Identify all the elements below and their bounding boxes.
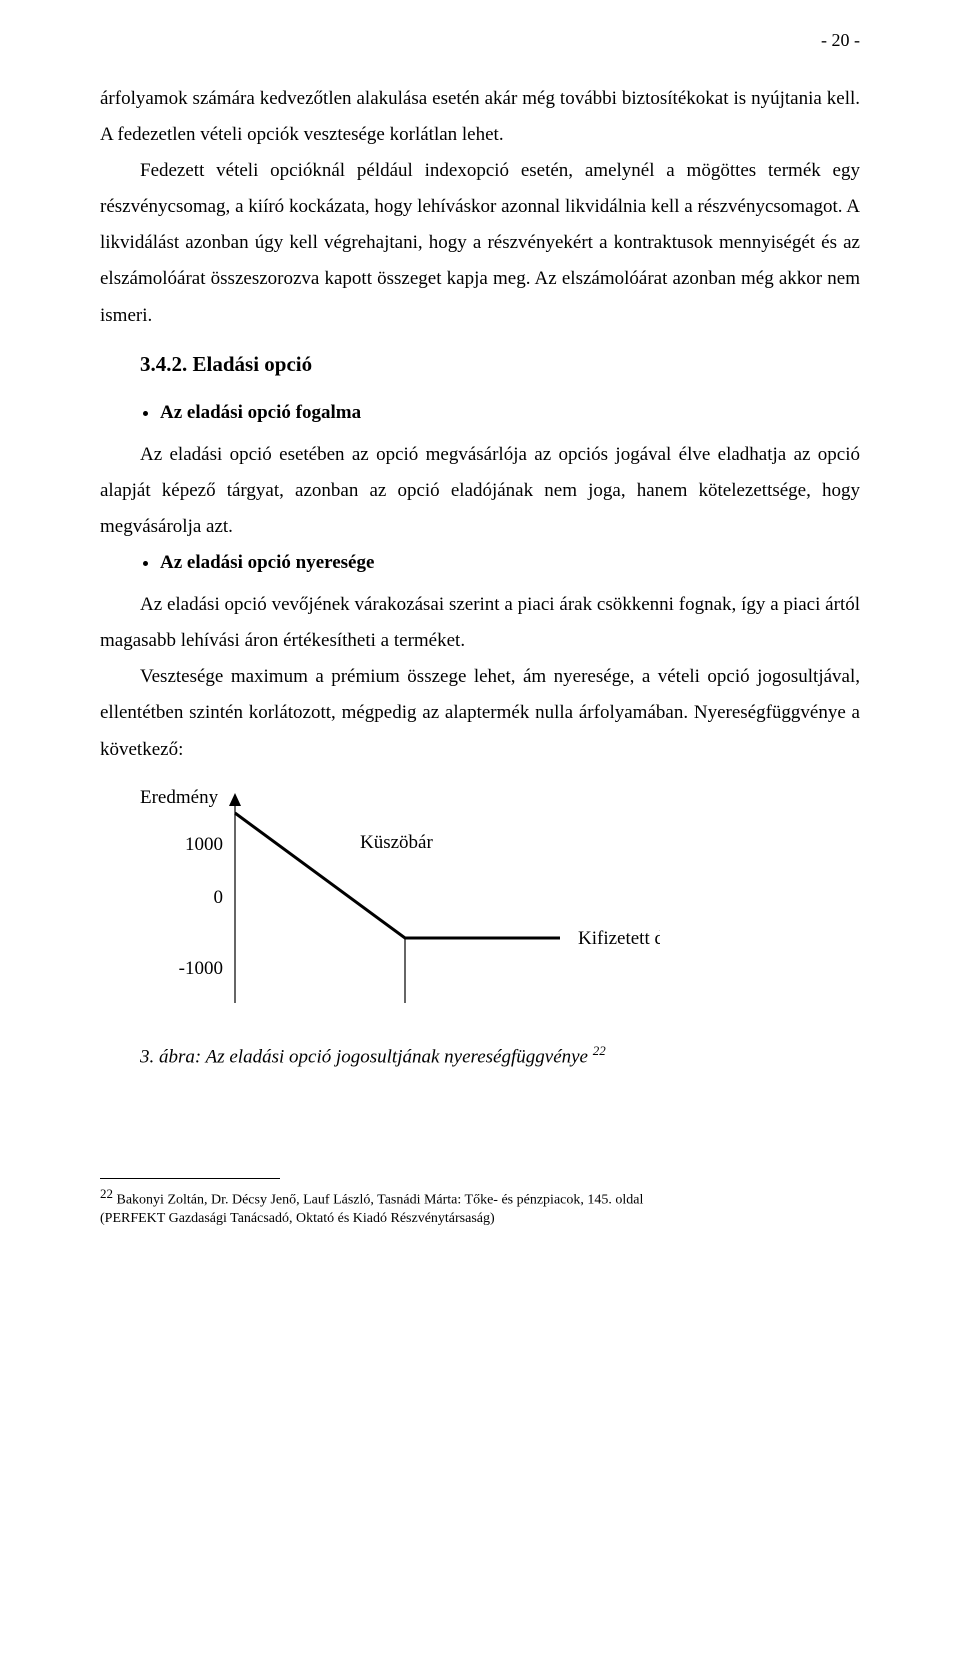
figure-caption: 3. ábra: Az eladási opció jogosultjának …: [140, 1043, 860, 1068]
paragraph-3: Az eladási opció esetében az opció megvá…: [100, 437, 860, 545]
page-number: - 20 -: [100, 30, 860, 51]
svg-text:1000: 1000: [185, 834, 223, 855]
svg-text:Eredmény: Eredmény: [140, 788, 219, 808]
footnote-text-line1: Bakonyi Zoltán, Dr. Décsy Jenő, Lauf Lás…: [113, 1193, 643, 1208]
payoff-chart-svg: Eredmény 1000 0 -1000 Küszöbár Kifizetett díj: [140, 788, 660, 1008]
paragraph-1: árfolyamok számára kedvezőtlen alakulása…: [100, 81, 860, 153]
bullet-profit: Az eladási opció nyeresége: [160, 545, 860, 581]
footnote-text-line2: (PERFEKT Gazdasági Tanácsadó, Oktató és …: [100, 1211, 495, 1226]
paragraph-5: Vesztesége maximum a prémium összege leh…: [100, 659, 860, 767]
payoff-chart: Eredmény 1000 0 -1000 Küszöbár Kifizetett díj: [140, 788, 860, 1013]
footnote-ref-num: 22: [100, 1186, 113, 1201]
section-heading: 3.4.2. Eladási opció: [140, 352, 860, 377]
svg-text:0: 0: [214, 887, 224, 908]
svg-text:Kifizetett díj: Kifizetett díj: [578, 928, 660, 949]
footnote-separator: [100, 1178, 280, 1179]
paragraph-4: Az eladási opció vevőjének várakozásai s…: [100, 587, 860, 659]
paragraph-2: Fedezett vételi opcióknál például indexo…: [100, 153, 860, 333]
bullet-list-1: Az eladási opció fogalma: [160, 395, 860, 431]
bullet-list-2: Az eladási opció nyeresége: [160, 545, 860, 581]
svg-text:Küszöbár: Küszöbár: [360, 832, 433, 853]
document-page: - 20 - árfolyamok számára kedvezőtlen al…: [0, 0, 960, 1674]
bullet-definition: Az eladási opció fogalma: [160, 395, 860, 431]
figure-caption-text: 3. ábra: Az eladási opció jogosultjának …: [140, 1046, 588, 1067]
svg-text:-1000: -1000: [179, 958, 223, 979]
figure-caption-ref: 22: [593, 1043, 606, 1058]
footnote: 22 Bakonyi Zoltán, Dr. Décsy Jenő, Lauf …: [100, 1185, 860, 1229]
